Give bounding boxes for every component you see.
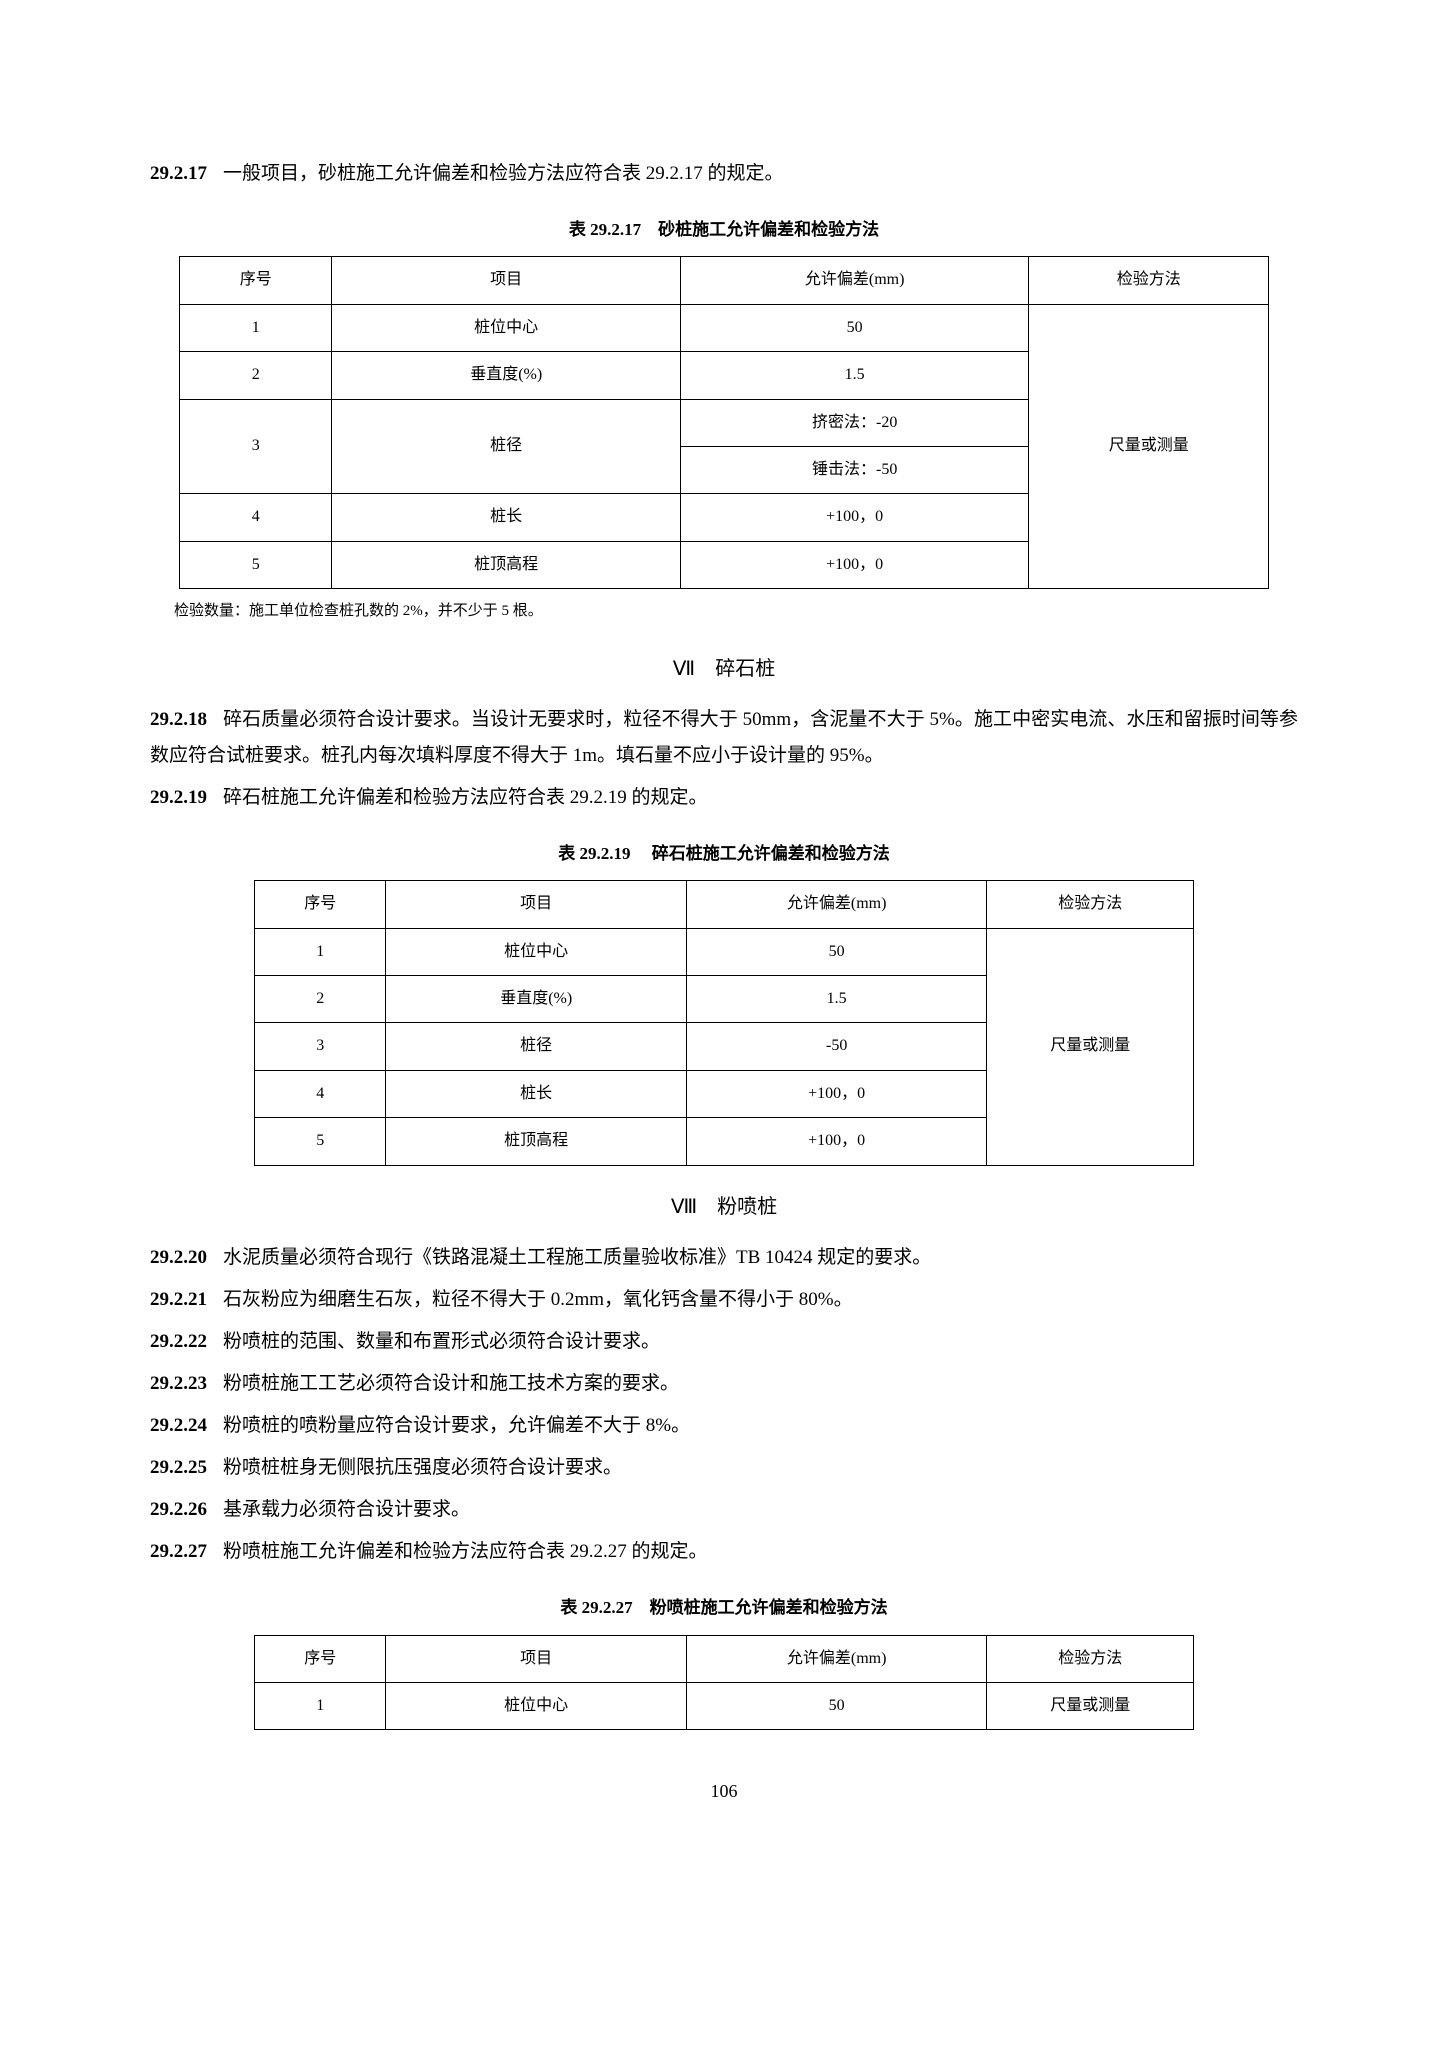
cell: +100，0 xyxy=(686,1070,986,1117)
cell: 桩位中心 xyxy=(386,1682,686,1729)
col-method: 检验方法 xyxy=(987,881,1194,928)
cell: 5 xyxy=(180,541,332,588)
col-item: 项目 xyxy=(386,881,686,928)
clause-text: 粉喷桩施工工艺必须符合设计和施工技术方案的要求。 xyxy=(223,1373,679,1394)
clause-number: 29.2.18 xyxy=(150,709,207,730)
clause-number: 29.2.26 xyxy=(150,1499,207,1520)
cell: 垂直度(%) xyxy=(386,975,686,1022)
clause-text: 粉喷桩桩身无侧限抗压强度必须符合设计要求。 xyxy=(223,1457,622,1478)
clause-text: 基承载力必须符合设计要求。 xyxy=(223,1499,470,1520)
table-29-2-19: 序号 项目 允许偏差(mm) 检验方法 1 桩位中心 50 尺量或测量 2 垂直… xyxy=(254,880,1194,1165)
paragraph: 29.2.17 一般项目，砂桩施工允许偏差和检验方法应符合表 29.2.17 的规… xyxy=(150,156,1298,192)
clause-number: 29.2.17 xyxy=(150,163,207,184)
cell-method: 尺量或测量 xyxy=(987,928,1194,1165)
section-title: Ⅶ 碎石桩 xyxy=(150,650,1298,688)
cell: 桩长 xyxy=(332,494,680,541)
cell: 垂直度(%) xyxy=(332,352,680,399)
paragraph: 29.2.25 粉喷桩桩身无侧限抗压强度必须符合设计要求。 xyxy=(150,1450,1298,1486)
col-seq: 序号 xyxy=(180,257,332,304)
cell: 2 xyxy=(255,975,386,1022)
col-dev: 允许偏差(mm) xyxy=(686,881,986,928)
cell-method: 尺量或测量 xyxy=(1029,304,1269,588)
table-caption: 表 29.2.17 砂桩施工允许偏差和检验方法 xyxy=(150,214,1298,246)
section-title: Ⅷ 粉喷桩 xyxy=(150,1188,1298,1226)
col-method: 检验方法 xyxy=(1029,257,1269,304)
cell: 50 xyxy=(686,1682,986,1729)
cell: 50 xyxy=(686,928,986,975)
cell: 3 xyxy=(255,1023,386,1070)
clause-text: 粉喷桩的范围、数量和布置形式必须符合设计要求。 xyxy=(223,1331,660,1352)
cell: 桩顶高程 xyxy=(386,1118,686,1165)
table-row: 1 桩位中心 50 尺量或测量 xyxy=(255,928,1194,975)
cell: 5 xyxy=(255,1118,386,1165)
cell: 4 xyxy=(180,494,332,541)
table-header-row: 序号 项目 允许偏差(mm) 检验方法 xyxy=(255,881,1194,928)
col-item: 项目 xyxy=(386,1635,686,1682)
clause-number: 29.2.19 xyxy=(150,787,207,808)
table-header-row: 序号 项目 允许偏差(mm) 检验方法 xyxy=(255,1635,1194,1682)
cell: +100，0 xyxy=(686,1118,986,1165)
clause-number: 29.2.24 xyxy=(150,1415,207,1436)
paragraph: 29.2.26 基承载力必须符合设计要求。 xyxy=(150,1492,1298,1528)
clause-number: 29.2.25 xyxy=(150,1457,207,1478)
col-item: 项目 xyxy=(332,257,680,304)
clause-text: 粉喷桩施工允许偏差和检验方法应符合表 29.2.27 的规定。 xyxy=(223,1541,708,1562)
cell: 1 xyxy=(255,1682,386,1729)
cell: 桩长 xyxy=(386,1070,686,1117)
table-caption: 表 29.2.19 碎石桩施工允许偏差和检验方法 xyxy=(150,838,1298,870)
cell: +100，0 xyxy=(680,541,1028,588)
clause-text: 粉喷桩的喷粉量应符合设计要求，允许偏差不大于 8%。 xyxy=(223,1415,690,1436)
table-header-row: 序号 项目 允许偏差(mm) 检验方法 xyxy=(180,257,1269,304)
cell: 挤密法：-20 xyxy=(680,399,1028,446)
cell: 2 xyxy=(180,352,332,399)
cell: 1.5 xyxy=(686,975,986,1022)
clause-text: 碎石质量必须符合设计要求。当设计无要求时，粒径不得大于 50mm，含泥量不大于 … xyxy=(150,709,1298,766)
clause-text: 一般项目，砂桩施工允许偏差和检验方法应符合表 29.2.17 的规定。 xyxy=(223,163,784,184)
cell: 锤击法：-50 xyxy=(680,446,1028,493)
clause-number: 29.2.27 xyxy=(150,1541,207,1562)
paragraph: 29.2.23 粉喷桩施工工艺必须符合设计和施工技术方案的要求。 xyxy=(150,1366,1298,1402)
clause-number: 29.2.20 xyxy=(150,1247,207,1268)
table-29-2-17: 序号 项目 允许偏差(mm) 检验方法 1 桩位中心 50 尺量或测量 2 垂直… xyxy=(179,256,1269,589)
col-method: 检验方法 xyxy=(987,1635,1194,1682)
cell: -50 xyxy=(686,1023,986,1070)
cell: 4 xyxy=(255,1070,386,1117)
table-caption: 表 29.2.27 粉喷桩施工允许偏差和检验方法 xyxy=(150,1592,1298,1624)
col-seq: 序号 xyxy=(255,881,386,928)
paragraph: 29.2.19 碎石桩施工允许偏差和检验方法应符合表 29.2.19 的规定。 xyxy=(150,780,1298,816)
table-row: 1 桩位中心 50 尺量或测量 xyxy=(180,304,1269,351)
paragraph: 29.2.21 石灰粉应为细磨生石灰，粒径不得大于 0.2mm，氧化钙含量不得小于… xyxy=(150,1282,1298,1318)
paragraph: 29.2.27 粉喷桩施工允许偏差和检验方法应符合表 29.2.27 的规定。 xyxy=(150,1534,1298,1570)
cell: 桩顶高程 xyxy=(332,541,680,588)
cell: 1 xyxy=(255,928,386,975)
table-29-2-27: 序号 项目 允许偏差(mm) 检验方法 1 桩位中心 50 尺量或测量 xyxy=(254,1635,1194,1731)
cell: 1 xyxy=(180,304,332,351)
clause-number: 29.2.23 xyxy=(150,1373,207,1394)
cell: 1.5 xyxy=(680,352,1028,399)
paragraph: 29.2.18碎石质量必须符合设计要求。当设计无要求时，粒径不得大于 50mm，… xyxy=(150,702,1298,774)
clause-number: 29.2.22 xyxy=(150,1331,207,1352)
col-seq: 序号 xyxy=(255,1635,386,1682)
paragraph: 29.2.20 水泥质量必须符合现行《铁路混凝土工程施工质量验收标准》TB 104… xyxy=(150,1240,1298,1276)
clause-text: 水泥质量必须符合现行《铁路混凝土工程施工质量验收标准》TB 10424 规定的要… xyxy=(223,1247,931,1268)
clause-text: 石灰粉应为细磨生石灰，粒径不得大于 0.2mm，氧化钙含量不得小于 80%。 xyxy=(223,1289,853,1310)
col-dev: 允许偏差(mm) xyxy=(686,1635,986,1682)
clause-number: 29.2.21 xyxy=(150,1289,207,1310)
col-dev: 允许偏差(mm) xyxy=(680,257,1028,304)
cell: 3 xyxy=(180,399,332,494)
table-row: 1 桩位中心 50 尺量或测量 xyxy=(255,1682,1194,1729)
paragraph: 29.2.22 粉喷桩的范围、数量和布置形式必须符合设计要求。 xyxy=(150,1324,1298,1360)
cell: +100，0 xyxy=(680,494,1028,541)
cell: 桩位中心 xyxy=(386,928,686,975)
cell: 桩位中心 xyxy=(332,304,680,351)
page-number: 106 xyxy=(150,1774,1298,1808)
cell: 桩径 xyxy=(386,1023,686,1070)
paragraph: 29.2.24 粉喷桩的喷粉量应符合设计要求，允许偏差不大于 8%。 xyxy=(150,1408,1298,1444)
cell: 尺量或测量 xyxy=(987,1682,1194,1729)
clause-text: 碎石桩施工允许偏差和检验方法应符合表 29.2.19 的规定。 xyxy=(223,787,708,808)
cell: 50 xyxy=(680,304,1028,351)
cell: 桩径 xyxy=(332,399,680,494)
table-note: 检验数量：施工单位检查桩孔数的 2%，并不少于 5 根。 xyxy=(174,597,1298,626)
